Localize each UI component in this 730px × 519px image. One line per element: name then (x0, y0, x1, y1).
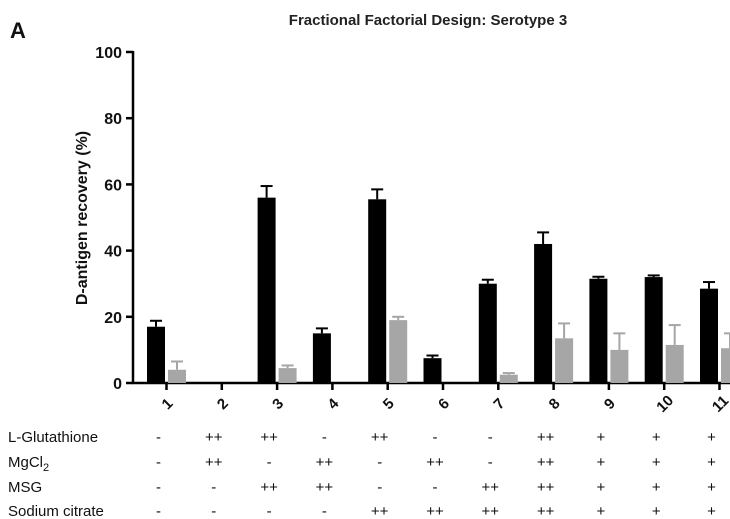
factor-level: + (597, 429, 606, 446)
factor-level: - (433, 479, 438, 496)
x-tick-label: 8 (546, 395, 564, 413)
factor-table: L-Glutathione - ++ ++ - ++ - - ++ + + +MgCl2- ++ - ++ -… (8, 429, 716, 519)
factor-label-subscript: 2 (43, 462, 49, 474)
factor-level: ++ (205, 454, 223, 471)
factor-level: ++ (537, 479, 555, 496)
factor-level: - (322, 429, 327, 446)
bar-series-2-11 (721, 348, 730, 383)
factor-level: + (652, 454, 661, 471)
bar-series-1-3 (257, 197, 276, 383)
factor-level: + (707, 479, 716, 496)
factor-level: ++ (316, 454, 334, 471)
y-tick-label: 100 (95, 45, 122, 62)
y-tick-label: 0 (113, 376, 122, 393)
bar-series-1-10 (644, 277, 663, 383)
bar-series-1-4 (312, 333, 331, 383)
x-tick-label: 1 (159, 395, 177, 413)
factor-label: L-Glutathione (8, 429, 98, 446)
bar-series-2-3 (278, 368, 297, 383)
factor-level: - (377, 454, 382, 471)
factor-level: ++ (371, 429, 389, 446)
factor-level: - (211, 503, 216, 519)
x-tick-label: 9 (601, 395, 619, 413)
bar-series-1-11 (700, 288, 718, 383)
factor-level: + (652, 429, 661, 446)
x-tick-label: 2 (214, 395, 232, 413)
x-tick-label: 5 (380, 395, 398, 413)
bar-series-1-8 (534, 243, 553, 383)
bar-series-1-9 (589, 278, 608, 383)
factor-level: ++ (537, 429, 555, 446)
factor-label-text: Sodium citrate (8, 503, 104, 519)
factor-level: - (156, 479, 161, 496)
factor-level: ++ (482, 503, 500, 519)
factor-level: + (597, 479, 606, 496)
chart-title: Fractional Factorial Design: Serotype 3 (289, 12, 567, 29)
factor-level: ++ (537, 454, 555, 471)
factor-level: ++ (260, 429, 278, 446)
x-tick-label: 11 (709, 392, 730, 415)
factor-level: ++ (371, 503, 389, 519)
x-tick-labels: 1 2 3 4 5 6 7 8 9 10 11 (159, 392, 730, 416)
factor-level: ++ (316, 479, 334, 496)
factor-level: - (377, 479, 382, 496)
bar-series-2-7 (499, 374, 518, 383)
bar-series-1-5 (368, 199, 387, 383)
factor-level: + (652, 503, 661, 519)
factor-level: - (488, 454, 493, 471)
factor-level: ++ (205, 429, 223, 446)
factor-level: - (156, 503, 161, 519)
bar-series-2-9 (610, 349, 629, 383)
factor-level: - (156, 454, 161, 471)
factor-label: MSG (8, 479, 42, 496)
factor-level: - (488, 429, 493, 446)
factor-level: ++ (426, 503, 444, 519)
factor-level: ++ (260, 479, 278, 496)
bar-series-1-1 (147, 326, 165, 383)
x-tick-label: 6 (435, 395, 453, 413)
y-tick-label: 80 (104, 111, 122, 128)
bar-series-1-7 (478, 283, 497, 383)
y-tick-label: 20 (104, 310, 122, 327)
factor-level: - (322, 503, 327, 519)
factor-level: ++ (537, 503, 555, 519)
bar-series-2-1 (168, 369, 186, 383)
x-tick-label: 3 (269, 395, 287, 413)
y-tick-label: 40 (104, 244, 122, 261)
factor-level: + (707, 503, 716, 519)
factor-level: ++ (426, 454, 444, 471)
x-tick-label: 4 (325, 395, 343, 413)
factor-level: + (597, 503, 606, 519)
bar-series-1-6 (423, 358, 442, 383)
bar-series-2-5 (389, 320, 408, 383)
factor-level: + (597, 454, 606, 471)
factor-label: Sodium citrate (8, 503, 104, 519)
factor-level: - (211, 479, 216, 496)
factor-level: - (156, 429, 161, 446)
x-tick-label: 10 (653, 392, 677, 416)
axes: 0 20 40 60 80 100 (95, 45, 730, 393)
factor-label: MgCl2 (8, 454, 49, 474)
y-tick-label: 60 (104, 177, 122, 194)
x-tick-label: 7 (490, 395, 508, 413)
factor-label-text: MSG (8, 479, 42, 496)
factor-level: - (267, 503, 272, 519)
factor-level: - (267, 454, 272, 471)
panel-letter: A (10, 18, 26, 43)
bar-series-2-10 (665, 344, 684, 383)
factor-label-text: L-Glutathione (8, 429, 98, 446)
factor-level: + (652, 479, 661, 496)
factor-level: ++ (482, 479, 500, 496)
bars (147, 185, 730, 383)
y-axis-label: D-antigen recovery (%) (74, 131, 91, 305)
factor-level: - (433, 429, 438, 446)
bar-series-2-8 (555, 338, 574, 383)
factor-level: + (707, 454, 716, 471)
factor-level: + (707, 429, 716, 446)
factor-label-text: MgCl (8, 454, 43, 471)
